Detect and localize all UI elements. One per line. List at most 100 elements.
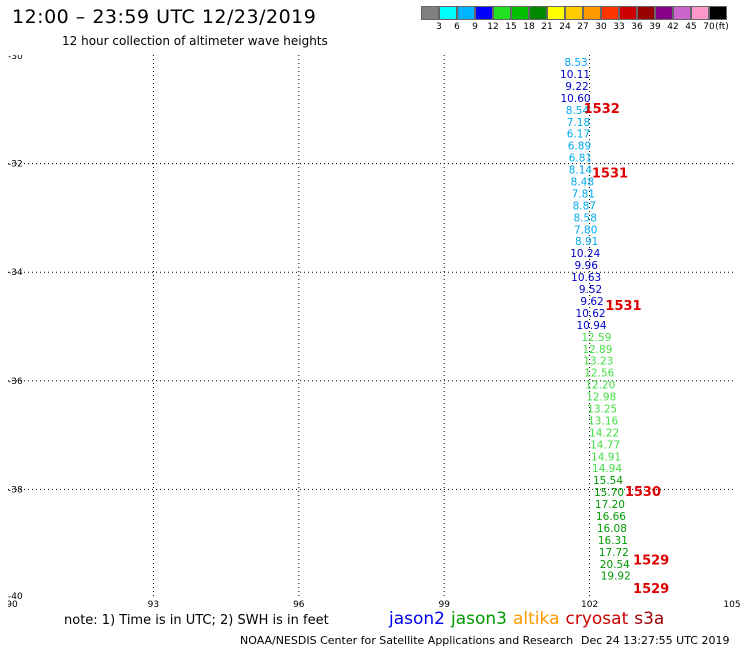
legend-swatch [637,6,655,20]
pass-time-label: 1532 [584,102,620,117]
generation-timestamp: Dec 24 13:27:55 UTC 2019 [581,634,730,647]
swh-value: 8.91 [575,236,598,248]
legend-label: 15 [505,22,517,32]
swh-value: 10.24 [570,248,600,260]
swh-value: 16.66 [596,511,626,523]
swh-value: 10.63 [571,272,601,284]
swh-value: 16.08 [597,523,627,535]
swh-value: 7.80 [574,224,597,236]
swh-value: 12.56 [584,368,614,380]
swh-value: 8.48 [571,177,594,189]
legend-swatch [673,6,691,20]
legend-label: 33 [613,22,625,32]
satellite-legend-entry: jason3 [451,609,507,629]
legend-swatch [511,6,529,20]
swh-value: 13.25 [587,403,617,415]
swh-value: 6.17 [567,129,590,141]
legend-swatch [421,6,439,20]
swh-value: 13.23 [583,356,613,368]
satellite-legend: jason2 jason3 altika cryosat s3a [389,609,670,629]
swh-value: 6.89 [568,141,591,153]
swh-value: 14.94 [592,463,622,475]
x-tick-label: 90 [8,600,18,608]
x-tick-label: 96 [293,600,305,608]
swh-value: 14.91 [591,451,621,463]
legend-swatch [691,6,709,20]
legend-swatch [565,6,583,20]
legend-label: 70 [703,22,715,32]
legend-label: 3 [436,22,442,32]
swh-value: 12.59 [581,332,611,344]
map-subtitle: 12 hour collection of altimeter wave hei… [62,34,328,48]
y-tick-label: -34 [8,268,23,278]
altimeter-map: 90 93 96 99 102 105-30-32-34-36-38-40 8.5310.… [8,55,740,608]
axis-labels: 90 93 96 99 102 105 -30 -32 -34 -36 -38 -40 [8,55,740,608]
legend-swatch [583,6,601,20]
x-tick-label: 93 [148,600,159,608]
legend-label: 12 [487,22,499,32]
swh-value: 8.58 [574,212,597,224]
swh-value: 12.89 [582,344,612,356]
swh-value: 9.22 [565,81,588,93]
y-tick-label: -30 [8,55,23,62]
swh-value: 9.52 [579,284,602,296]
swh-value: 9.62 [580,296,603,308]
swh-value: 8.87 [573,200,596,212]
wave-height-color-legend: 3 6 9 12 15 18 21 24 27 30 33 36 39 42 45 70 (ft) [421,6,729,34]
swh-value: 16.31 [598,535,628,547]
swh-value: 19.92 [601,571,631,583]
pass-time-label: 1531 [605,299,641,314]
swh-value: 17.20 [595,499,625,511]
legend-swatch [475,6,493,20]
map-grid [8,55,735,598]
x-tick-label: 102 [581,600,598,608]
legend-label: 18 [523,22,535,32]
satellite-legend-entry: cryosat [565,609,629,629]
swh-value: 14.22 [589,427,619,439]
credit-text: NOAA/NESDIS Center for Satellite Applica… [240,634,574,647]
satellite-legend-entry: jason2 [389,609,445,629]
legend-swatch [439,6,457,20]
swh-value: 6.81 [569,153,592,165]
swh-value: 15.70 [594,487,624,499]
swh-value: 13.16 [588,415,618,427]
swh-value: 10.60 [561,93,591,105]
legend-swatch [619,6,637,20]
swh-value: 12.20 [585,380,615,392]
swh-value: 15.54 [593,475,623,487]
legend-label: 6 [454,22,460,32]
swh-value: 17.72 [599,547,629,559]
swh-observations: 8.5310.119.2210.608.547.186.176.896.818.… [560,57,631,583]
pass-time-label: 1531 [592,166,628,181]
legend-swatch [493,6,511,20]
x-tick-label: 99 [438,600,450,608]
legend-swatch [547,6,565,20]
legend-label: 27 [577,22,589,32]
pass-time-label: 1529 [633,553,669,568]
legend-swatch [529,6,547,20]
legend-label: 24 [559,22,571,32]
swh-value: 8.14 [569,165,593,177]
legend-label: 42 [667,22,679,32]
y-tick-label: -40 [8,592,23,602]
footer-note: note: 1) Time is in UTC; 2) SWH is in fe… [64,613,329,628]
swh-value: 10.94 [577,320,607,332]
satellite-legend-entry: altika [513,609,560,629]
legend-swatch [709,6,727,20]
swh-value: 8.53 [564,57,587,69]
pass-time-labels: 1532 1531 1531 1530 1529 1529 [584,102,670,597]
map-title: 12:00 – 23:59 UTC 12/23/2019 [12,6,317,28]
legend-swatch [655,6,673,20]
swh-value: 7.81 [572,188,595,200]
legend-labels: 3 6 9 12 15 18 21 24 27 30 33 36 39 42 45 70 (ft) [421,20,729,34]
y-tick-label: -36 [8,377,23,387]
legend-label: 30 [595,22,607,32]
y-tick-label: -32 [8,160,23,170]
swh-value: 8.54 [566,105,590,117]
swh-value: 12.98 [586,392,616,404]
x-tick-label: 105 [723,600,740,608]
legend-label: 36 [631,22,643,32]
legend-label: 45 [685,22,697,32]
swh-value: 10.62 [576,308,606,320]
swh-value: 7.18 [567,117,590,129]
